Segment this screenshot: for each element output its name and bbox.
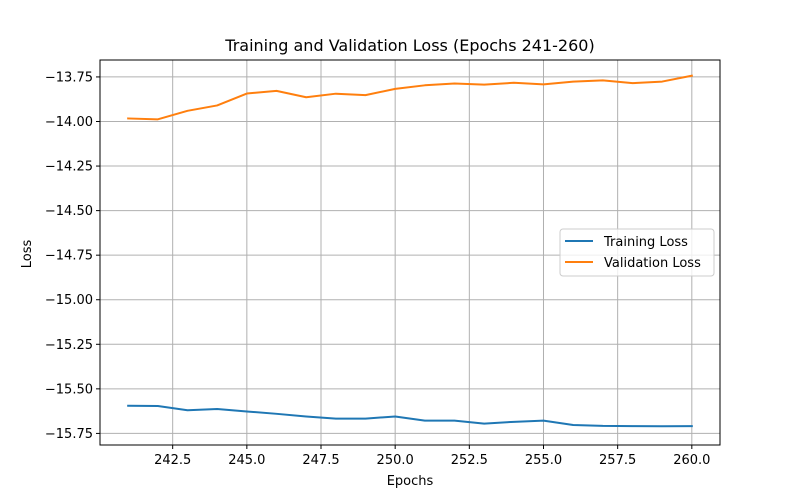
x-tick-label: 257.5 [599,453,636,468]
legend-box [559,228,715,277]
y-axis-label: Loss [20,240,35,269]
y-tick-label: −14.25 [45,160,93,175]
y-tick-label: −15.00 [45,293,93,308]
y-tick-label: −15.50 [45,382,93,397]
legend-label-validation-loss: Validation Loss [604,256,701,271]
x-tick-label: 252.5 [451,453,488,468]
x-axis-label: Epochs [387,474,434,489]
grid [100,60,720,445]
series-line-validation-loss [127,74,693,121]
x-tick-label: 245.0 [228,453,265,468]
chart-title: Training and Validation Loss (Epochs 241… [224,36,594,55]
y-tick-label: −14.75 [45,249,93,264]
x-axis-ticks: 242.5 245.0 247.5 250.0 252.5 255.0 257.5 260.0 [154,445,710,468]
x-tick-label: 242.5 [154,453,191,468]
y-axis-ticks: −13.75 −14.00 −14.25 −14.50 −14.75 −15.00 −15.… [45,70,100,442]
legend: Training Loss Validation Loss [559,228,715,277]
plot-frame [99,59,721,446]
y-tick-label: −13.75 [45,70,93,85]
x-tick-label: 260.0 [673,453,710,468]
x-tick-label: 250.0 [377,453,414,468]
y-tick-label: −15.25 [45,338,93,353]
y-tick-label: −14.00 [45,115,93,130]
series-line-training-loss [127,404,693,428]
series-lines [127,74,693,428]
x-tick-label: 255.0 [525,453,562,468]
y-tick-label: −14.50 [45,204,93,219]
legend-label-training-loss: Training Loss [603,235,688,250]
x-tick-label: 247.5 [302,453,339,468]
y-tick-label: −15.75 [45,427,93,442]
